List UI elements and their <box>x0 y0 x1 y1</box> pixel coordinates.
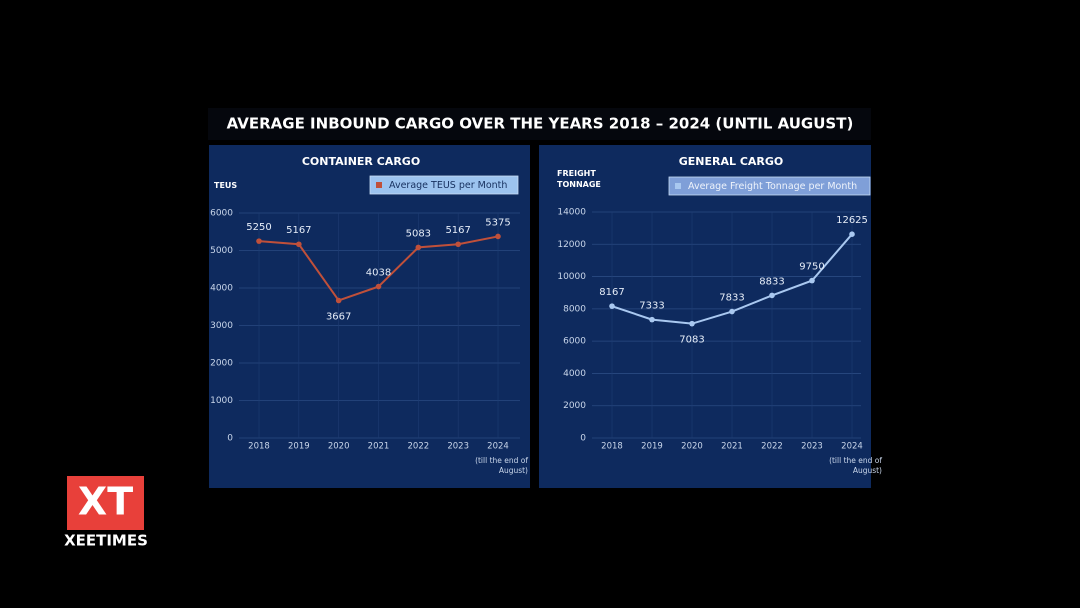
data-label: 4038 <box>366 268 391 279</box>
data-label: 12625 <box>836 215 868 226</box>
data-point <box>455 241 461 248</box>
x-tick-label: 2019 <box>641 442 663 452</box>
y-tick-label: 6000 <box>563 337 586 347</box>
chart-title: GENERAL CARGO <box>679 155 784 168</box>
y-tick-label: 2000 <box>210 359 233 369</box>
x-tick-label: 2022 <box>761 442 783 452</box>
data-point <box>689 320 695 327</box>
chart-panel <box>539 145 871 488</box>
y-tick-label: 4000 <box>210 284 233 294</box>
data-point <box>415 244 422 251</box>
legend-box <box>668 176 871 196</box>
y-tick-label: 10000 <box>557 272 586 282</box>
data-label: 9750 <box>799 262 824 273</box>
logo-box <box>67 476 144 530</box>
y-axis-label: TEUS <box>214 181 238 190</box>
y-tick-label: 3000 <box>210 321 233 331</box>
data-label: 5167 <box>286 225 311 236</box>
data-point <box>809 277 815 284</box>
data-label: 3667 <box>326 311 351 322</box>
data-point <box>729 308 735 315</box>
logo-name: XEETIMES <box>64 532 148 550</box>
data-label: 7833 <box>719 293 744 304</box>
x-tick-label: 2024 <box>841 442 863 452</box>
y-tick-label: 8000 <box>563 304 586 314</box>
legend-label: Average TEUS per Month <box>389 180 507 191</box>
data-label: 5250 <box>246 222 271 233</box>
data-point <box>609 303 615 309</box>
y-tick-label: 4000 <box>563 369 586 379</box>
x-tick-label: 2022 <box>408 442 430 452</box>
data-point <box>495 233 501 240</box>
x-tick-label: 2019 <box>288 442 310 452</box>
data-point <box>649 316 655 323</box>
chart-panel <box>209 145 530 488</box>
data-point <box>335 297 342 304</box>
data-point <box>849 231 855 237</box>
y-tick-label: 6000 <box>210 209 233 219</box>
y-tick-label: 12000 <box>557 240 586 250</box>
x-tick-label: 2021 <box>721 442 743 452</box>
data-point <box>769 292 775 299</box>
y-tick-label: 5000 <box>210 246 233 256</box>
data-point <box>296 241 302 248</box>
x-note: (till the end of August) <box>475 456 528 475</box>
data-label: 7333 <box>639 301 664 312</box>
x-tick-label: 2023 <box>447 442 469 452</box>
legend-swatch <box>675 183 681 189</box>
logo-mark: XT <box>78 480 133 524</box>
legend-label: Average Freight Tonnage per Month <box>688 181 857 192</box>
y-tick-label: 0 <box>580 434 586 444</box>
data-label: 8833 <box>759 276 784 287</box>
x-tick-label: 2018 <box>248 442 270 452</box>
title-band <box>208 108 871 140</box>
data-point <box>375 283 382 290</box>
x-tick-label: 2018 <box>601 442 623 452</box>
data-label: 5083 <box>406 228 431 239</box>
data-label: 5375 <box>485 217 510 228</box>
legend-box <box>369 175 519 195</box>
x-tick-label: 2021 <box>368 442 390 452</box>
y-tick-label: 1000 <box>210 396 233 406</box>
y-tick-label: 2000 <box>563 401 586 411</box>
y-axis-label: FREIGHT TONNAGE <box>557 169 601 189</box>
x-tick-label: 2020 <box>328 442 350 452</box>
legend-swatch <box>376 182 382 188</box>
page-title: AVERAGE INBOUND CARGO OVER THE YEARS 201… <box>227 115 854 133</box>
data-label: 8167 <box>599 287 624 298</box>
x-tick-label: 2024 <box>487 442 509 452</box>
x-tick-label: 2023 <box>801 442 823 452</box>
chart-title: CONTAINER CARGO <box>302 155 420 168</box>
x-note: (till the end of August) <box>829 456 882 475</box>
data-label: 7083 <box>679 335 704 346</box>
y-tick-label: 0 <box>227 434 233 444</box>
data-label: 5167 <box>445 225 470 236</box>
y-tick-label: 14000 <box>557 208 586 218</box>
data-point <box>256 238 262 244</box>
x-tick-label: 2020 <box>681 442 703 452</box>
